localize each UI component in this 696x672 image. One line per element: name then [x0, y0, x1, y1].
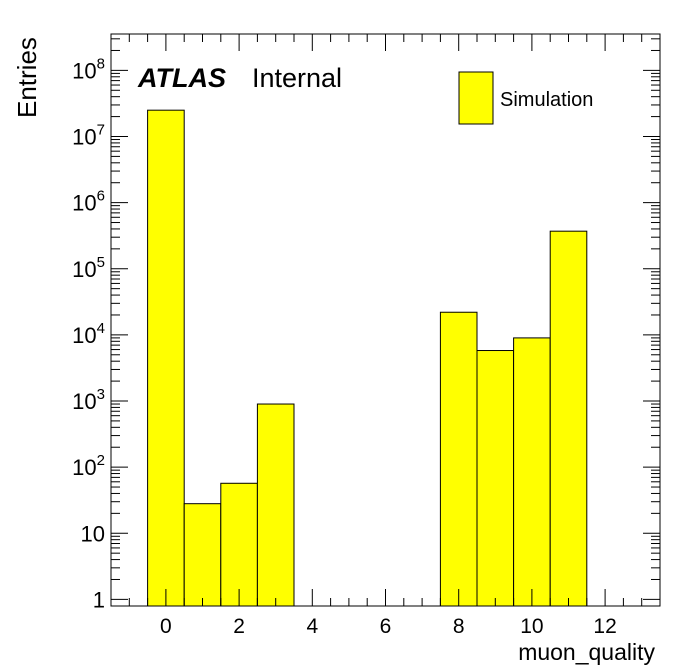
histogram-bin: [549, 230, 588, 607]
x-tick-label: 4: [306, 615, 318, 638]
y-tick-label: 102: [72, 452, 105, 480]
histogram-bin: [476, 350, 515, 607]
x-tick-label: 2: [233, 615, 245, 638]
histogram-bin: [147, 109, 185, 607]
y-tick-label: 103: [72, 386, 105, 414]
y-tick-label: 106: [72, 188, 105, 216]
internal-label: Internal: [252, 63, 342, 93]
y-tick-label: 10: [81, 521, 105, 546]
histogram-bin: [439, 311, 478, 607]
plot-frame: [110, 33, 661, 607]
x-tick-label: 0: [160, 615, 172, 638]
legend-swatch: [458, 71, 494, 125]
y-tick-label: 108: [72, 55, 105, 83]
histogram-bin: [220, 482, 258, 607]
histogram-bin: [256, 403, 295, 607]
y-tick-label: 1: [93, 587, 105, 612]
x-tick-label: 10: [520, 615, 543, 638]
y-tick-label: 105: [72, 254, 105, 282]
x-tick-labels: 0 2 4 6 8 10 12: [160, 615, 617, 638]
histogram-bin: [183, 503, 222, 607]
histogram-bin: [513, 337, 551, 607]
y-tick-label: 107: [72, 122, 105, 150]
x-tick-label: 6: [380, 615, 392, 638]
ticks-layer: [110, 34, 661, 606]
legend-entry: Simulation: [500, 89, 593, 111]
x-tick-label: 8: [453, 615, 465, 638]
atlas-label: ATLAS: [137, 63, 226, 93]
y-tick-labels: 1 10 102 103 104 105 106 107 108: [72, 55, 105, 612]
y-tick-label: 104: [72, 320, 105, 348]
bins-layer: [147, 109, 588, 607]
x-tick-label: 12: [593, 615, 616, 638]
x-axis-title: muon_quality: [518, 639, 655, 665]
y-axis-title: Entries: [12, 37, 42, 118]
